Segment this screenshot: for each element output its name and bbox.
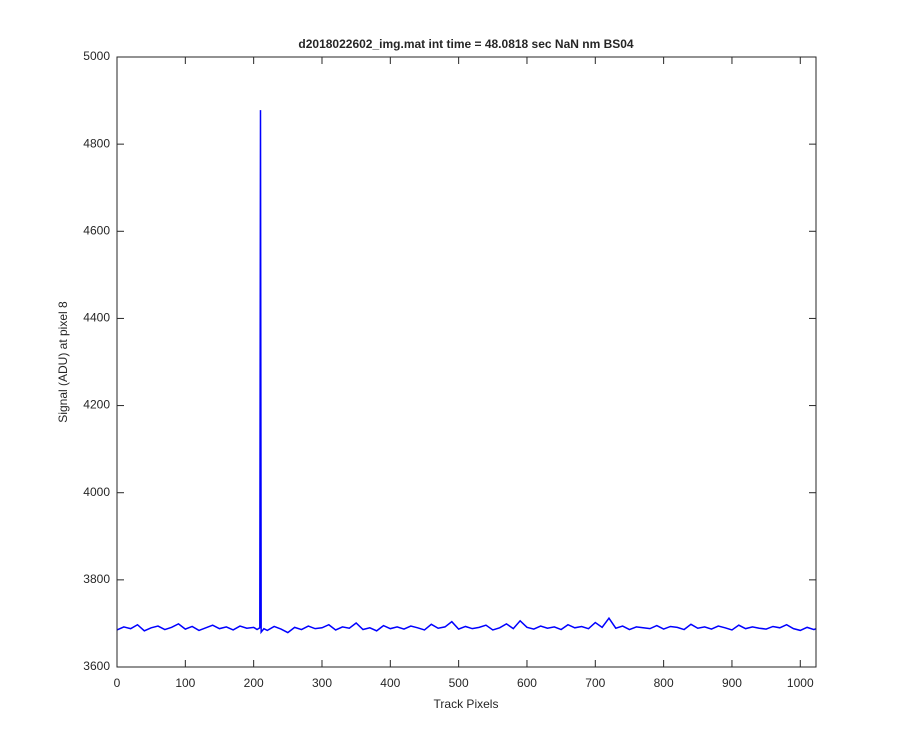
x-tick-label: 300 xyxy=(312,676,332,690)
y-tick-label: 4000 xyxy=(83,485,110,499)
y-tick-label: 4200 xyxy=(83,398,110,412)
y-tick-label: 5000 xyxy=(83,49,110,63)
x-tick-label: 700 xyxy=(585,676,605,690)
y-tick-label: 4600 xyxy=(83,223,110,237)
y-tick-label: 4400 xyxy=(83,311,110,325)
plot-frame xyxy=(116,56,817,668)
y-tick-label: 3600 xyxy=(83,659,110,673)
y-tick-label: 3800 xyxy=(83,572,110,586)
x-tick-label: 900 xyxy=(722,676,742,690)
x-tick-label: 800 xyxy=(654,676,674,690)
x-axis-label: Track Pixels xyxy=(434,697,499,711)
x-tick-label: 400 xyxy=(380,676,400,690)
y-tick-label: 4800 xyxy=(83,136,110,150)
x-tick-label: 600 xyxy=(517,676,537,690)
data-line xyxy=(116,110,817,635)
y-axis-label: Signal (ADU) at pixel 8 xyxy=(56,301,70,423)
x-tick-label: 500 xyxy=(449,676,469,690)
x-tick-label: 1000 xyxy=(787,676,814,690)
chart-title: d2018022602_img.mat int time = 48.0818 s… xyxy=(298,37,634,51)
x-tick-label: 0 xyxy=(114,676,121,690)
x-tick-label: 100 xyxy=(175,676,195,690)
x-tick-label: 200 xyxy=(244,676,264,690)
